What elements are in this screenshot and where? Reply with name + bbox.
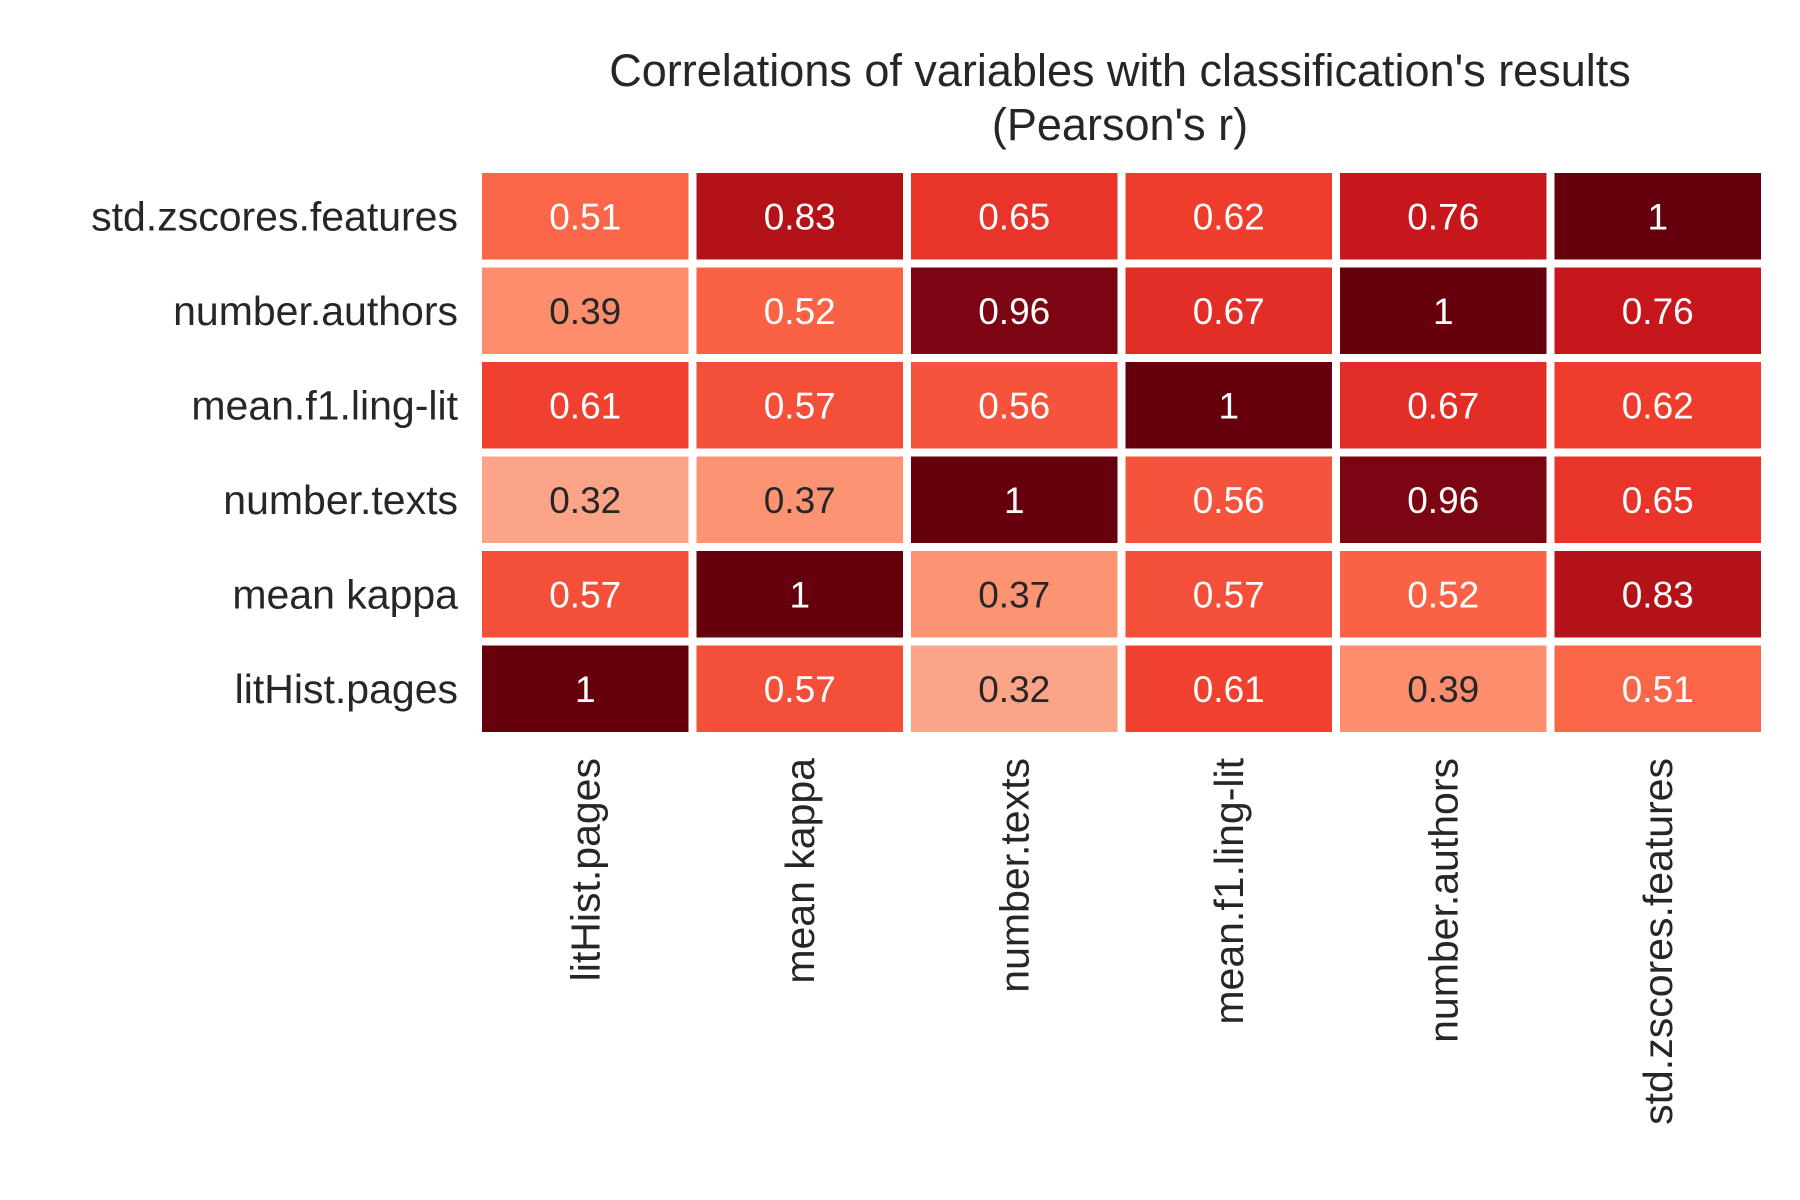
y-tick-label: number.authors: [173, 288, 458, 334]
cell-value-label: 1: [789, 574, 810, 615]
y-tick-label: mean.f1.ling-lit: [191, 382, 458, 428]
heatmap-cell: [1554, 645, 1761, 732]
x-tick-label: number.texts: [991, 758, 1037, 993]
heatmap-cell: [696, 267, 903, 354]
heatmap-cell: [911, 645, 1118, 732]
heatmap-cells: 0.51 0.83 0.65 0.62 0.76 1 0.39 0.52 0.96 0.67 1 0.…: [482, 173, 1761, 732]
heatmap-cell: [1125, 456, 1332, 543]
heatmap-cell: [1554, 551, 1761, 638]
cell-value-label: 1: [1647, 196, 1668, 237]
heatmap-cell: [1125, 173, 1332, 260]
cell-value-label: 0.57: [1193, 574, 1265, 615]
x-tick-label: mean.f1.ling-lit: [1206, 757, 1252, 1024]
heatmap-cell: [696, 362, 903, 449]
cell-value-label: 0.76: [1407, 196, 1479, 237]
y-tick-label: mean kappa: [232, 571, 458, 617]
heatmap-cell: [911, 456, 1118, 543]
heatmap-cell: [1125, 645, 1332, 732]
heatmap-cell: [1340, 362, 1547, 449]
cell-value-label: 0.61: [1193, 669, 1265, 710]
heatmap-cell: [1554, 173, 1761, 260]
cell-value-label: 0.56: [978, 385, 1050, 426]
x-axis-tick-labels: litHist.pages mean kappa number.texts mean.…: [562, 757, 1681, 1124]
cell-value-label: 0.67: [1193, 291, 1265, 332]
heatmap-cell: [1340, 551, 1547, 638]
x-tick-label: mean kappa: [777, 758, 823, 984]
chart-title: Correlations of variables with classific…: [609, 45, 1631, 96]
cell-value-label: 0.32: [549, 480, 621, 521]
x-tick-label: number.authors: [1420, 758, 1466, 1043]
heatmap-cell: [696, 645, 903, 732]
cell-value-label: 0.83: [764, 196, 836, 237]
cell-value-label: 1: [1218, 385, 1239, 426]
chart-subtitle: (Pearson's r): [992, 99, 1248, 150]
heatmap-cell: [911, 267, 1118, 354]
heatmap-cell: [911, 551, 1118, 638]
cell-value-label: 0.37: [978, 574, 1050, 615]
cell-value-label: 0.56: [1193, 480, 1265, 521]
cell-value-label: 1: [1004, 480, 1025, 521]
y-tick-label: number.texts: [223, 477, 458, 523]
cell-value-label: 1: [575, 669, 596, 710]
heatmap-cell: [1340, 267, 1547, 354]
heatmap-cell: [482, 551, 689, 638]
heatmap-cell: [911, 362, 1118, 449]
heatmap-cell: [482, 267, 689, 354]
cell-value-label: 0.76: [1622, 291, 1694, 332]
heatmap-cell: [1340, 456, 1547, 543]
cell-value-label: 0.52: [764, 291, 836, 332]
cell-value-label: 0.52: [1407, 574, 1479, 615]
heatmap-cell: [482, 362, 689, 449]
heatmap-cell: [1554, 456, 1761, 543]
heatmap-cell: [696, 456, 903, 543]
cell-value-label: 0.57: [549, 574, 621, 615]
cell-value-label: 0.83: [1622, 574, 1694, 615]
y-tick-label: std.zscores.features: [91, 193, 458, 239]
cell-value-label: 0.96: [1407, 480, 1479, 521]
heatmap-cell: [1554, 362, 1761, 449]
x-tick-label: litHist.pages: [562, 758, 608, 981]
cell-value-label: 0.57: [764, 669, 836, 710]
cell-value-label: 0.51: [1622, 669, 1694, 710]
heatmap-cell: [1554, 267, 1761, 354]
cell-value-label: 0.65: [978, 196, 1050, 237]
y-tick-label: litHist.pages: [235, 666, 458, 712]
heatmap-cell: [911, 173, 1118, 260]
cell-value-label: 0.65: [1622, 480, 1694, 521]
x-tick-label: std.zscores.features: [1635, 758, 1681, 1125]
heatmap-cell: [482, 173, 689, 260]
cell-value-label: 0.96: [978, 291, 1050, 332]
heatmap-cell: [1125, 362, 1332, 449]
cell-value-label: 0.32: [978, 669, 1050, 710]
cell-value-label: 0.62: [1193, 196, 1265, 237]
cell-value-label: 0.61: [549, 385, 621, 426]
cell-value-label: 0.67: [1407, 385, 1479, 426]
cell-value-label: 0.51: [549, 196, 621, 237]
heatmap-cell: [1125, 551, 1332, 638]
cell-value-label: 0.62: [1622, 385, 1694, 426]
heatmap-cell: [1340, 173, 1547, 260]
cell-value-label: 0.57: [764, 385, 836, 426]
cell-value-label: 0.39: [1407, 669, 1479, 710]
cell-value-label: 1: [1433, 291, 1454, 332]
heatmap-cell: [1125, 267, 1332, 354]
cell-value-label: 0.37: [764, 480, 836, 521]
heatmap-cell: [696, 551, 903, 638]
heatmap-cell: [696, 173, 903, 260]
heatmap-cell: [482, 645, 689, 732]
heatmap-cell: [482, 456, 689, 543]
heatmap-cell: [1340, 645, 1547, 732]
cell-value-label: 0.39: [549, 291, 621, 332]
y-axis-tick-labels: std.zscores.features number.authors mean.f…: [91, 193, 458, 712]
